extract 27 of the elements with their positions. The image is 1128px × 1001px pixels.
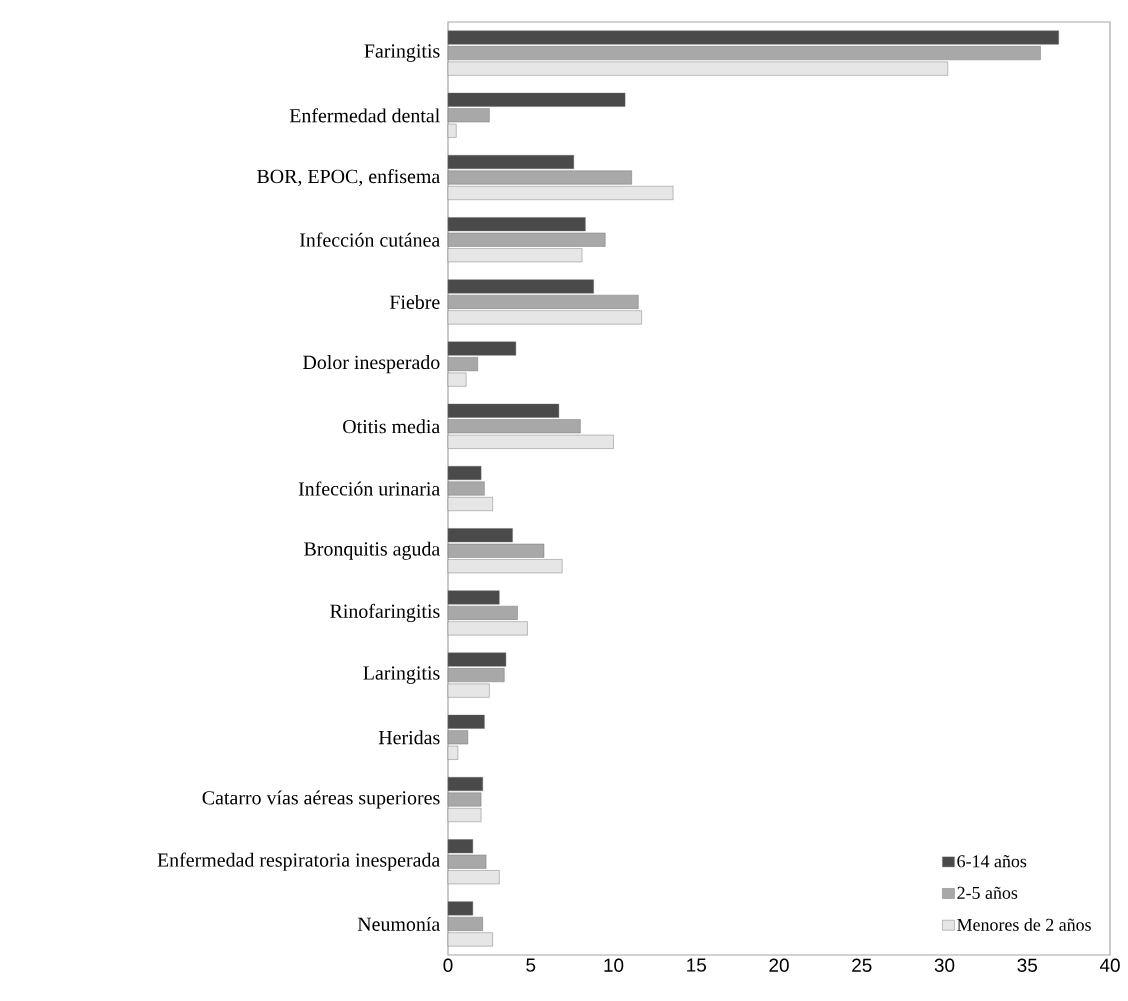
y-tick-label: Enfermedad dental bbox=[289, 108, 440, 123]
legend-label: 2-5 años bbox=[957, 886, 1018, 899]
y-tick-label: Heridas bbox=[378, 730, 440, 745]
y-tick-label: Otitis media bbox=[343, 419, 440, 434]
x-tick-label: 15 bbox=[687, 958, 706, 972]
x-tick-label: 5 bbox=[526, 958, 536, 972]
x-tick-label: 10 bbox=[604, 958, 624, 972]
y-tick-label: Catarro vías aéreas superiores bbox=[202, 790, 440, 809]
legend-label: Menores de 2 años bbox=[957, 918, 1091, 931]
y-tick-label: Infección urinaria bbox=[298, 481, 440, 496]
y-tick-label: Laringitis bbox=[363, 666, 440, 684]
x-tick-label: 30 bbox=[934, 958, 955, 972]
y-tick-label: Rinofaringitis bbox=[330, 603, 440, 623]
x-tick-label: 40 bbox=[1099, 958, 1120, 972]
y-tick-label: BOR, EPOC, enfisema bbox=[257, 168, 440, 187]
y-tick-label: Enfermedad respiratoria inesperada bbox=[157, 852, 440, 871]
y-tick-label: Dolor inesperado bbox=[303, 355, 440, 374]
y-tick-label: Faringitis bbox=[364, 44, 440, 62]
x-tick-label: 25 bbox=[852, 958, 872, 972]
x-tick-label: 0 bbox=[443, 958, 453, 972]
y-tick-label: Fiebre bbox=[389, 294, 440, 309]
legend-label: 6-14 años bbox=[957, 855, 1027, 868]
y-tick-label: Neumonía bbox=[357, 916, 440, 931]
x-tick-label: 20 bbox=[769, 958, 789, 972]
y-tick-label: Infección cutánea bbox=[299, 232, 440, 247]
x-tick-label: 35 bbox=[1017, 958, 1037, 972]
y-tick-label: Bronquitis aguda bbox=[304, 541, 440, 560]
